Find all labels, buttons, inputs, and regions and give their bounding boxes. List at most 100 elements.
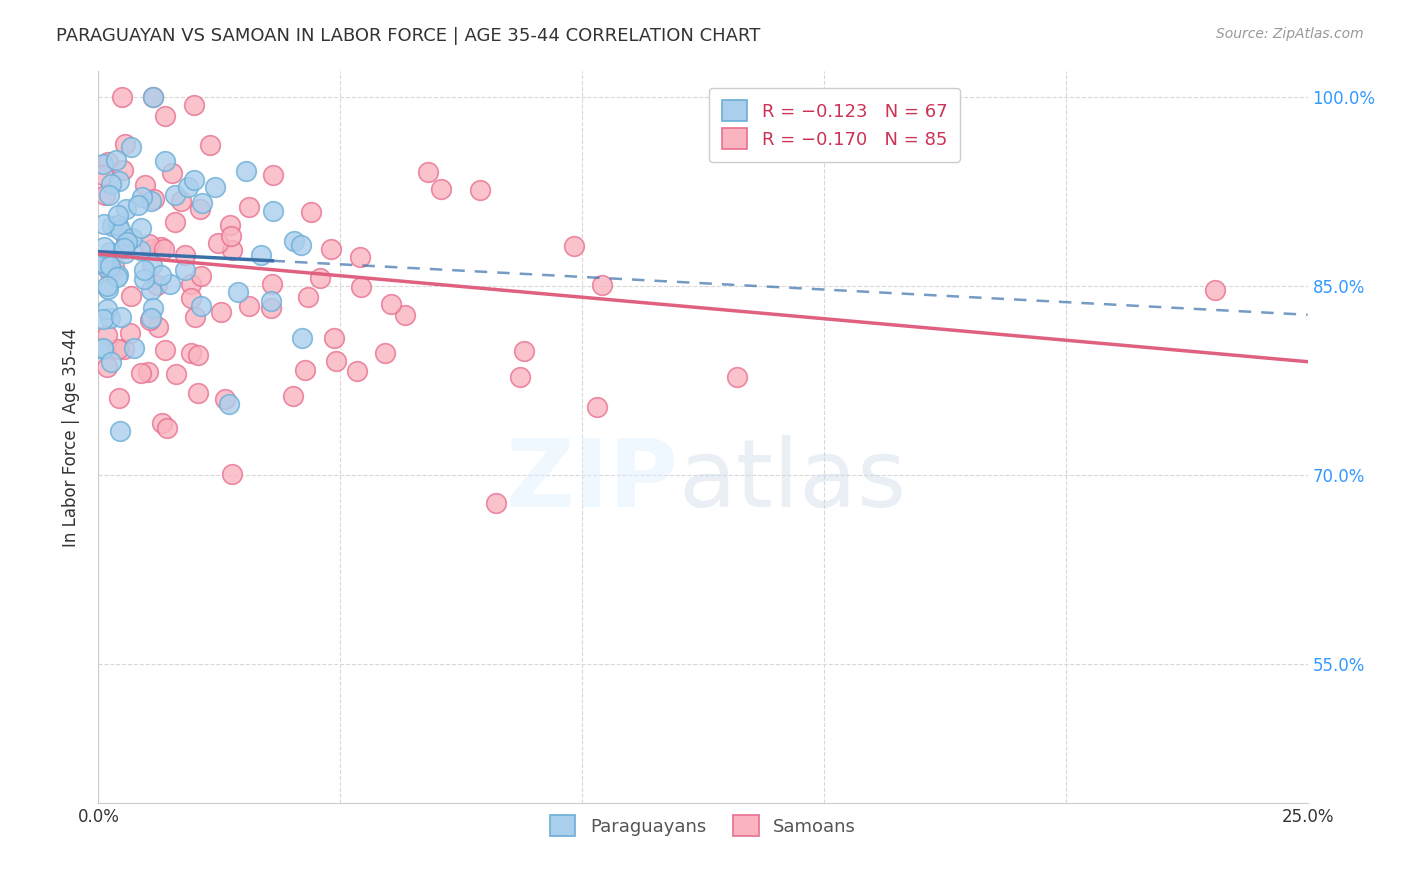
Point xyxy=(176,180,198,194)
Point xyxy=(129,243,152,257)
Point xyxy=(141,310,163,325)
Point xyxy=(100,355,122,369)
Point xyxy=(394,308,416,322)
Point xyxy=(349,250,371,264)
Point xyxy=(180,277,202,292)
Point xyxy=(299,204,322,219)
Point xyxy=(221,467,243,481)
Point xyxy=(100,178,122,192)
Point xyxy=(165,215,187,229)
Point xyxy=(146,320,169,334)
Point xyxy=(429,182,451,196)
Point xyxy=(114,246,136,260)
Point xyxy=(188,202,211,217)
Point xyxy=(127,197,149,211)
Point xyxy=(174,262,197,277)
Point xyxy=(111,163,134,178)
Point xyxy=(122,341,145,355)
Point xyxy=(418,165,440,179)
Point xyxy=(156,421,179,435)
Point xyxy=(131,189,153,203)
Point xyxy=(294,362,316,376)
Point xyxy=(114,137,136,152)
Point xyxy=(93,240,115,254)
Point xyxy=(219,218,242,232)
Point xyxy=(98,260,121,275)
Point xyxy=(262,204,284,219)
Point xyxy=(112,342,135,356)
Point xyxy=(114,202,136,216)
Point xyxy=(155,109,177,123)
Point xyxy=(107,391,129,405)
Point xyxy=(136,365,159,379)
Point xyxy=(107,208,129,222)
Point xyxy=(101,219,124,234)
Legend: Paraguayans, Samoans: Paraguayans, Samoans xyxy=(537,803,869,848)
Point xyxy=(218,397,240,411)
Point xyxy=(98,188,121,202)
Point xyxy=(260,294,283,309)
Point xyxy=(180,291,202,305)
Point xyxy=(207,235,229,250)
Point xyxy=(187,348,209,362)
Point xyxy=(110,310,132,324)
Point xyxy=(120,140,142,154)
Point xyxy=(150,416,173,430)
Point xyxy=(262,277,284,291)
Point xyxy=(509,370,531,384)
Point xyxy=(260,301,283,315)
Point xyxy=(283,389,305,403)
Point xyxy=(97,253,120,268)
Point xyxy=(96,359,118,374)
Point xyxy=(91,341,114,355)
Point xyxy=(121,231,143,245)
Point xyxy=(143,192,166,206)
Point xyxy=(219,229,242,244)
Point xyxy=(180,345,202,359)
Point xyxy=(91,157,114,171)
Point xyxy=(468,183,491,197)
Point xyxy=(155,153,177,168)
Point xyxy=(120,289,142,303)
Point xyxy=(513,343,536,358)
Point xyxy=(93,188,115,202)
Point xyxy=(204,180,226,194)
Point xyxy=(190,299,212,313)
Point xyxy=(485,496,508,510)
Point xyxy=(138,236,160,251)
Text: ZIP: ZIP xyxy=(506,435,679,527)
Point xyxy=(139,283,162,297)
Point xyxy=(141,258,163,272)
Point xyxy=(290,238,312,252)
Point xyxy=(1204,283,1226,297)
Point xyxy=(98,260,121,274)
Point xyxy=(262,168,284,182)
Point xyxy=(139,313,162,327)
Point xyxy=(163,188,186,202)
Point xyxy=(97,155,120,169)
Point xyxy=(91,169,114,183)
Point xyxy=(198,137,221,152)
Point xyxy=(96,302,118,317)
Point xyxy=(591,278,613,293)
Point xyxy=(91,256,114,270)
Point xyxy=(107,342,129,356)
Point xyxy=(238,200,260,214)
Point xyxy=(142,301,165,315)
Point xyxy=(190,268,212,283)
Point xyxy=(152,242,174,256)
Point xyxy=(108,174,131,188)
Point xyxy=(283,234,305,248)
Point xyxy=(238,299,260,313)
Point xyxy=(221,243,243,257)
Point xyxy=(183,173,205,187)
Point xyxy=(160,166,183,180)
Point xyxy=(319,243,342,257)
Point xyxy=(115,232,138,246)
Point xyxy=(308,270,330,285)
Point xyxy=(155,343,177,357)
Point xyxy=(187,386,209,401)
Point xyxy=(104,153,127,167)
Point xyxy=(150,268,173,282)
Point xyxy=(108,424,131,438)
